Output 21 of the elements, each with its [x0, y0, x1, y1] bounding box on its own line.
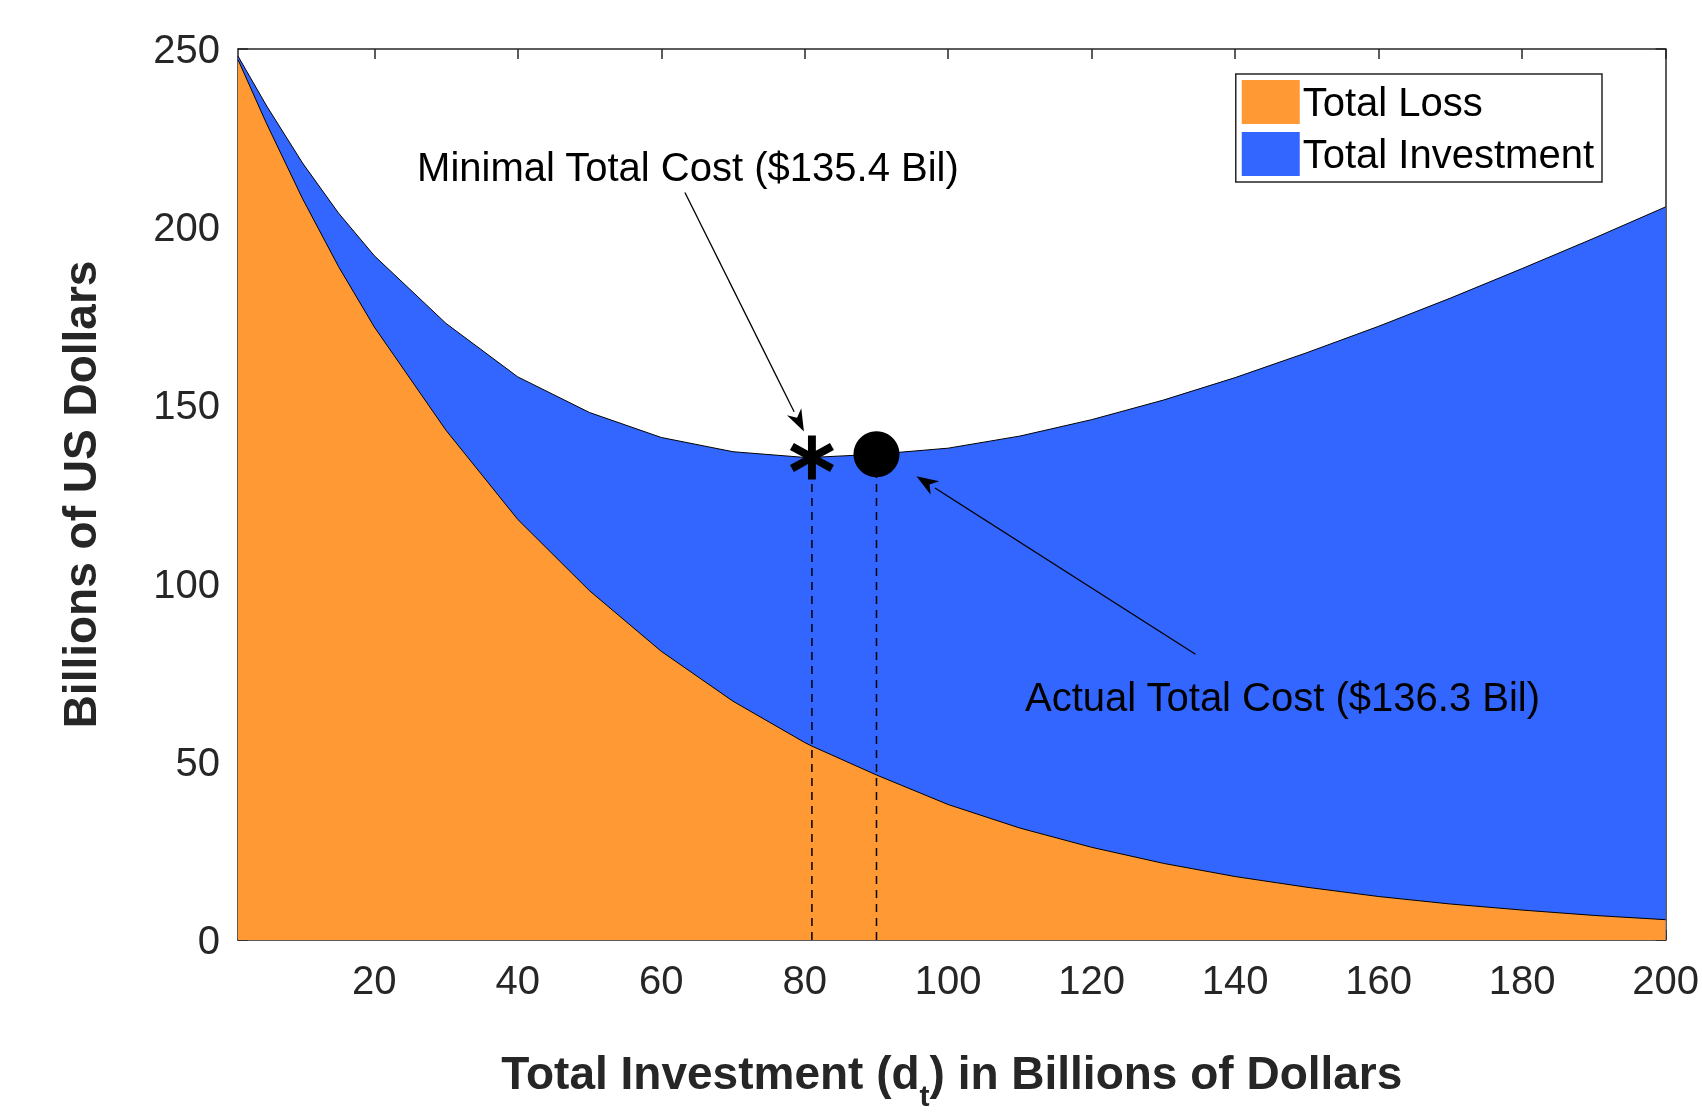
x-tick-label: 80	[782, 958, 827, 1002]
legend-label: Total Loss	[1302, 80, 1483, 124]
annotation: Actual Total Cost ($136.3 Bil)	[1024, 675, 1541, 720]
x-tick-label: 160	[1345, 958, 1413, 1002]
x-tick-label: 40	[495, 958, 541, 1002]
annotation: Minimal Total Cost ($135.4 Bil)	[417, 145, 959, 190]
y-tick-label: 250	[153, 27, 220, 71]
y-tick-label: 0	[197, 918, 220, 962]
y-tick-label: 200	[153, 205, 220, 250]
x-tick-label: 20	[352, 958, 397, 1002]
legend-label: Total Investment	[1302, 132, 1594, 176]
x-tick-label: 100	[914, 958, 982, 1002]
x-tick-label: 60	[639, 958, 684, 1002]
y-axis-title: Billions of US Dollars	[54, 260, 106, 729]
x-tick-label: 140	[1201, 958, 1269, 1002]
y-tick-label: 100	[153, 561, 220, 606]
y-tick-label: 50	[175, 739, 220, 784]
x-tick-label: 200	[1632, 958, 1700, 1002]
x-tick-label: 120	[1058, 958, 1126, 1002]
y-tick-label: 150	[153, 383, 220, 428]
x-tick-label: 180	[1488, 958, 1556, 1002]
